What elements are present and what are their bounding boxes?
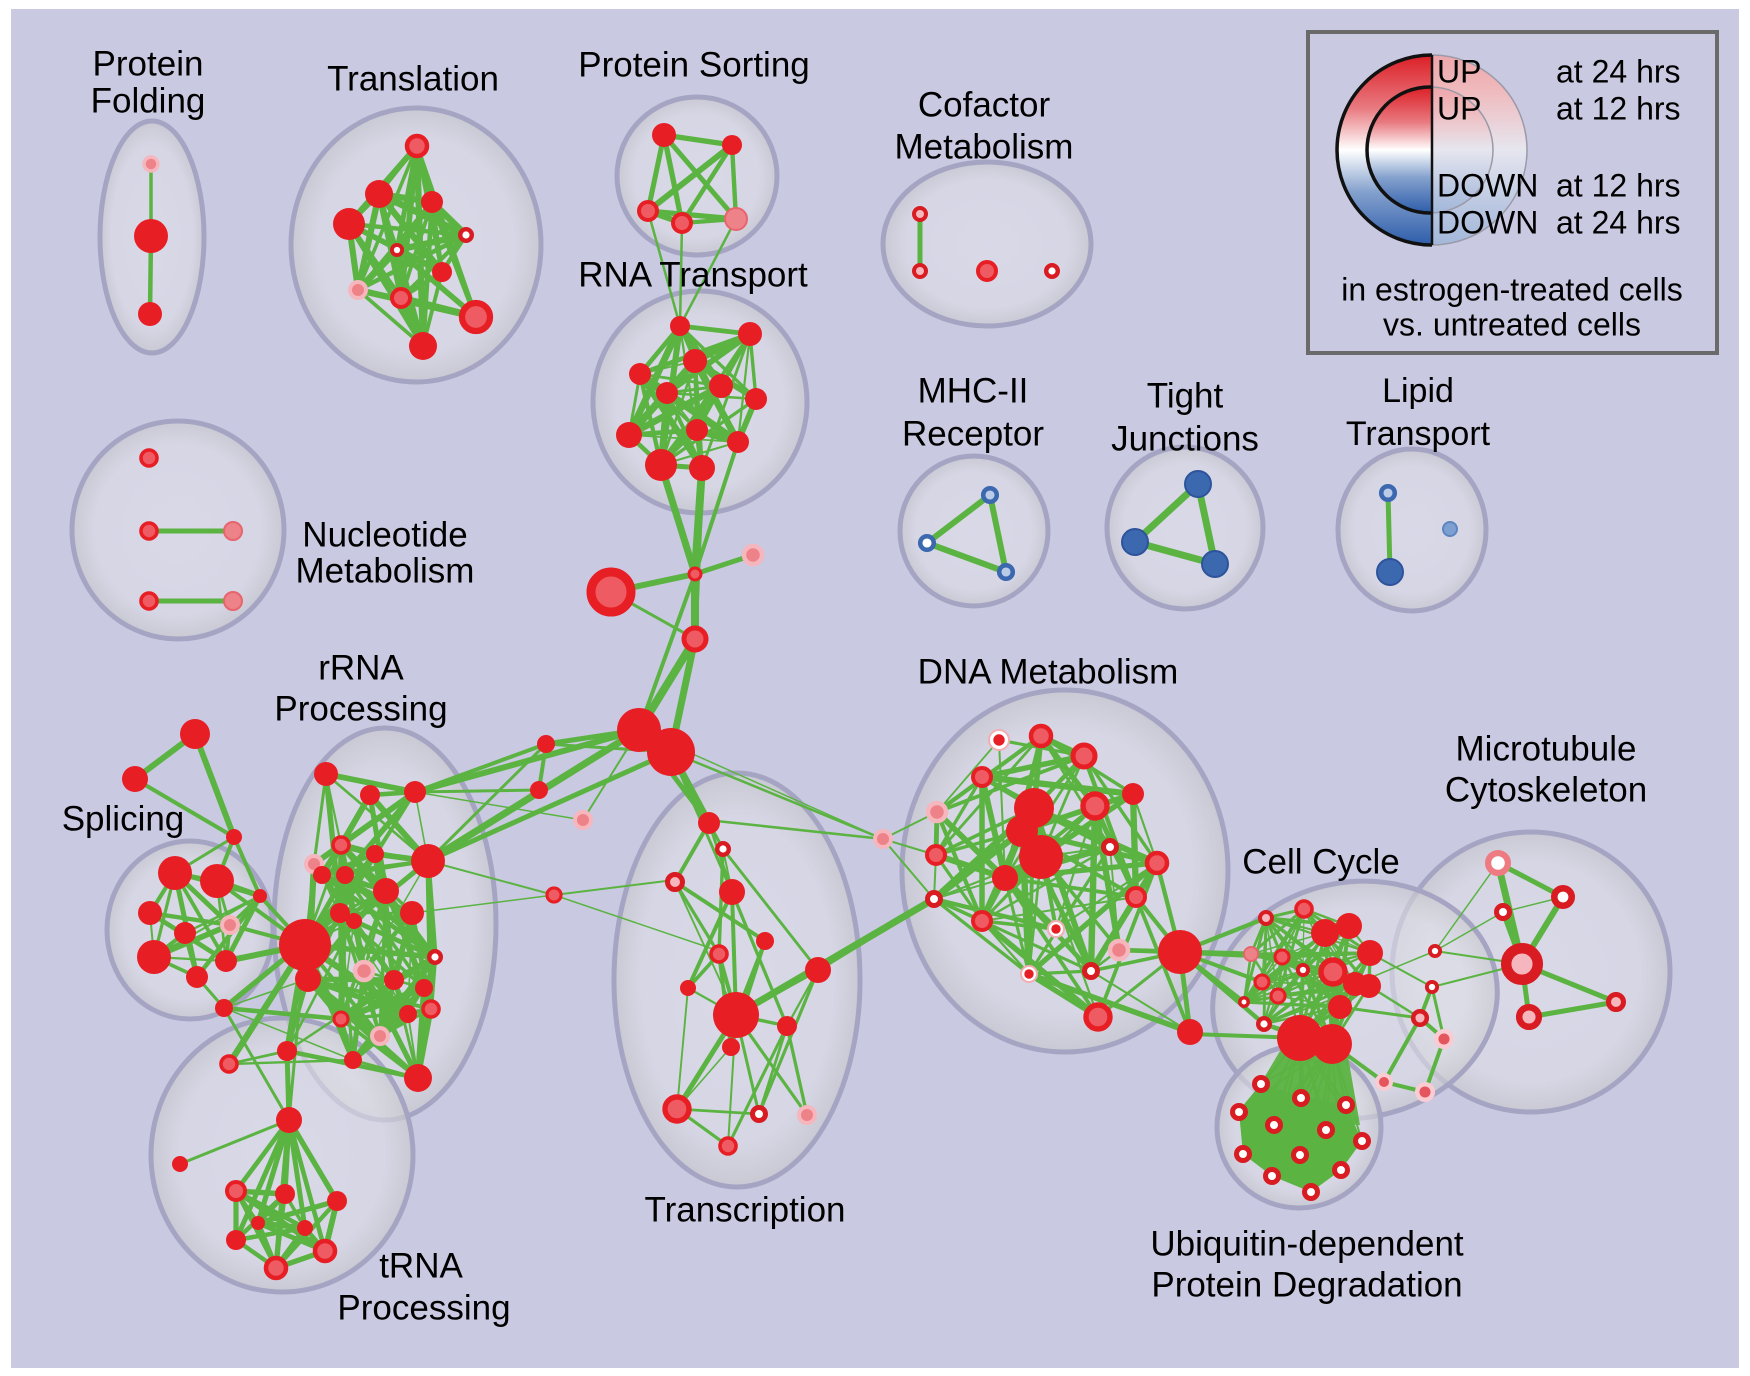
svg-text:in estrogen-treated cells: in estrogen-treated cells	[1341, 271, 1683, 307]
svg-text:at 24 hrs: at 24 hrs	[1556, 53, 1681, 89]
svg-text:MHC-II: MHC-II	[918, 371, 1029, 410]
svg-text:Tight: Tight	[1147, 376, 1224, 415]
svg-text:DOWN: DOWN	[1437, 204, 1538, 240]
svg-text:Cell Cycle: Cell Cycle	[1242, 842, 1400, 881]
svg-text:Transport: Transport	[1346, 415, 1491, 453]
svg-text:RNA Transport: RNA Transport	[578, 255, 808, 294]
svg-text:UP: UP	[1437, 53, 1481, 89]
svg-text:Ubiquitin-dependent: Ubiquitin-dependent	[1150, 1224, 1464, 1263]
svg-text:Processing: Processing	[337, 1288, 510, 1327]
svg-text:Processing: Processing	[274, 689, 447, 728]
svg-text:at 12 hrs: at 12 hrs	[1556, 90, 1681, 126]
svg-text:Protein: Protein	[93, 44, 204, 83]
svg-text:Splicing: Splicing	[62, 799, 185, 838]
svg-text:Transcription: Transcription	[645, 1190, 846, 1229]
svg-text:at 24 hrs: at 24 hrs	[1556, 204, 1681, 240]
svg-text:Junctions: Junctions	[1111, 419, 1259, 458]
svg-text:Receptor: Receptor	[902, 414, 1044, 453]
svg-text:Protein Sorting: Protein Sorting	[578, 45, 810, 84]
svg-text:Nucleotide: Nucleotide	[302, 515, 467, 554]
svg-text:UP: UP	[1437, 90, 1481, 126]
svg-text:Protein Degradation: Protein Degradation	[1151, 1265, 1462, 1304]
svg-text:DNA Metabolism: DNA Metabolism	[918, 652, 1179, 691]
svg-text:Cytoskeleton: Cytoskeleton	[1445, 770, 1647, 809]
svg-text:Translation: Translation	[327, 59, 499, 98]
svg-text:Cofactor: Cofactor	[918, 85, 1051, 124]
svg-text:Folding: Folding	[91, 81, 206, 120]
svg-text:vs. untreated cells: vs. untreated cells	[1383, 306, 1641, 342]
svg-text:at 12 hrs: at 12 hrs	[1556, 167, 1681, 203]
svg-text:tRNA: tRNA	[379, 1246, 463, 1285]
svg-text:Lipid: Lipid	[1382, 372, 1454, 410]
svg-text:Metabolism: Metabolism	[296, 551, 475, 590]
svg-text:DOWN: DOWN	[1437, 167, 1538, 203]
svg-text:Metabolism: Metabolism	[895, 127, 1074, 166]
svg-text:Microtubule: Microtubule	[1456, 729, 1637, 768]
svg-text:rRNA: rRNA	[318, 648, 404, 687]
